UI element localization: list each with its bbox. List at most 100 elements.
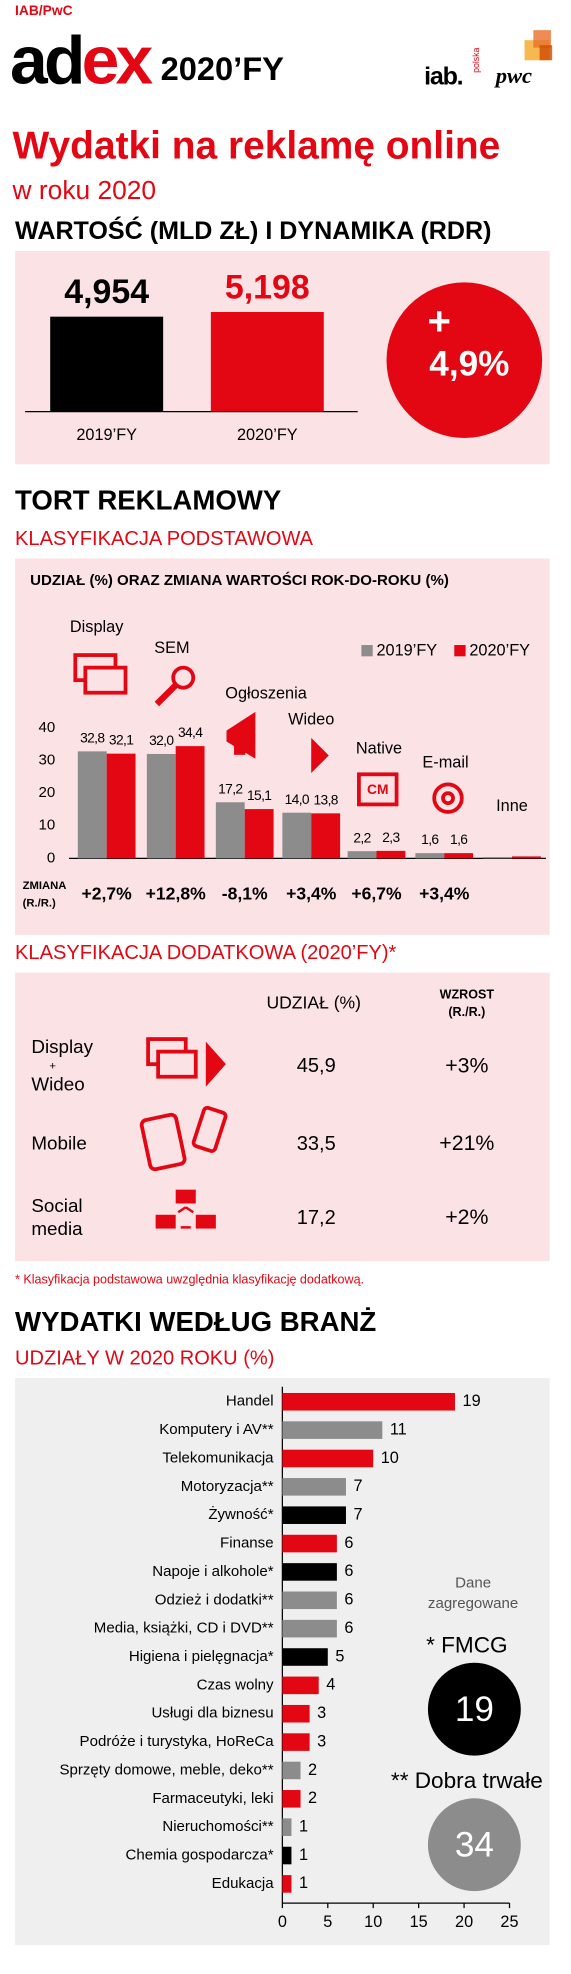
category-label: SEM [154, 639, 189, 657]
data-label: 6 [344, 1562, 353, 1580]
data-label: 3 [317, 1732, 326, 1750]
category-label: 2019’FY [76, 426, 137, 444]
data-label: 1 [299, 1846, 308, 1864]
category-label: Media, książki, CD i DVD** [94, 1620, 274, 1637]
x-tick-label: 10 [364, 1913, 382, 1931]
bar [210, 311, 324, 412]
category-label: Higiena i pielęgnacja* [129, 1648, 274, 1665]
data-label: 1,6 [421, 832, 439, 847]
logo: adex [10, 23, 153, 98]
data-label: 2 [308, 1761, 317, 1779]
bar [444, 853, 474, 859]
data-label: 2,3 [382, 830, 400, 845]
bar [282, 1563, 337, 1581]
bar [282, 1478, 346, 1496]
bar [282, 1790, 301, 1808]
bar [282, 1818, 292, 1836]
data-label: 34,4 [178, 725, 203, 740]
category-label: E-mail [422, 753, 468, 771]
aggregate-name: * FMCG [426, 1632, 508, 1657]
category-label: Display [70, 618, 124, 636]
bar [282, 1619, 337, 1638]
legend-swatch [454, 645, 466, 657]
data-label: 1 [299, 1817, 308, 1835]
bar [282, 1704, 310, 1723]
legend-swatch [361, 645, 373, 657]
row-label: media [31, 1218, 83, 1239]
change-sign: + [428, 298, 451, 343]
y-tick-label: 30 [38, 751, 55, 768]
logo-part: ex [82, 23, 154, 98]
data-label: 13,8 [313, 792, 338, 807]
data-label: 5 [335, 1647, 344, 1665]
data-label: 19 [463, 1392, 481, 1410]
bar [106, 753, 136, 859]
bar [376, 850, 406, 859]
email-icon [441, 791, 455, 806]
bar [282, 1846, 292, 1865]
category-label: Usługi dla biznesu [151, 1705, 273, 1722]
aggregate-value: 34 [455, 1826, 494, 1865]
change-label: 4,9% [429, 345, 509, 384]
category-label: Żywność* [208, 1505, 273, 1523]
category-label: Napoje i alkohole* [152, 1563, 273, 1580]
email-icon [432, 782, 464, 814]
icons [139, 1037, 228, 1229]
data-label: 15,1 [247, 788, 271, 803]
data-label: 10 [381, 1449, 399, 1467]
period: 2020’FY [161, 50, 285, 87]
ads-icon [234, 738, 246, 755]
category-label: Chemia gospodarcza* [126, 1847, 274, 1864]
logo-part: ad [10, 23, 82, 98]
row-label: Social [31, 1195, 82, 1216]
category-label: Inne [496, 797, 528, 815]
bar [282, 1875, 292, 1893]
data-label: 2 [308, 1789, 317, 1807]
row-label: Mobile [31, 1132, 86, 1153]
bar [483, 857, 513, 859]
data-label: 6 [344, 1619, 353, 1637]
bar [311, 813, 341, 859]
bar [244, 809, 274, 859]
bar [215, 802, 245, 859]
change-label: +2,7% [82, 883, 133, 903]
data-label: 17,2 [218, 781, 242, 796]
native-icon [357, 772, 399, 807]
aggregate-value: 19 [455, 1690, 494, 1729]
pwc-mark [524, 30, 553, 61]
change-title: (R./R.) [23, 898, 56, 910]
bar [282, 1506, 346, 1524]
aggregate-name: ** Dobra trwałe [391, 1768, 543, 1793]
bar [415, 853, 445, 859]
aggregate-circle [427, 1798, 521, 1892]
partner-logo: iab. [424, 62, 462, 90]
bar [282, 1591, 337, 1610]
row-label: + [49, 1061, 56, 1073]
display-icon [83, 665, 128, 695]
bar [175, 746, 205, 859]
y-tick-label: 10 [38, 817, 55, 834]
row-label: Wideo [31, 1073, 84, 1094]
data-label: 1 [299, 1874, 308, 1892]
category-label: Finanse [220, 1535, 274, 1552]
row-label: Display [31, 1036, 93, 1057]
bar [282, 812, 312, 859]
data-label: 32,1 [109, 733, 133, 748]
data-label: 32,8 [80, 730, 105, 745]
sem-icon [171, 665, 196, 690]
y-tick-label: 0 [47, 849, 55, 866]
data-label: 4,954 [64, 273, 149, 311]
change-label: +3,4% [286, 883, 337, 903]
section-title: TORT REKLAMOWY [15, 484, 281, 515]
data-label: 14,0 [285, 792, 310, 807]
change-label: +6,7% [351, 883, 402, 903]
category-label: Sprzęty domowe, meble, deko** [59, 1761, 273, 1778]
change-label: -8,1% [222, 883, 268, 903]
data-label: 1,6 [450, 832, 468, 847]
growth: +21% [439, 1131, 494, 1155]
category-label: Wideo [288, 711, 334, 729]
category-label: Nieruchomości** [162, 1818, 273, 1835]
category-label: Edukacja [212, 1875, 275, 1892]
